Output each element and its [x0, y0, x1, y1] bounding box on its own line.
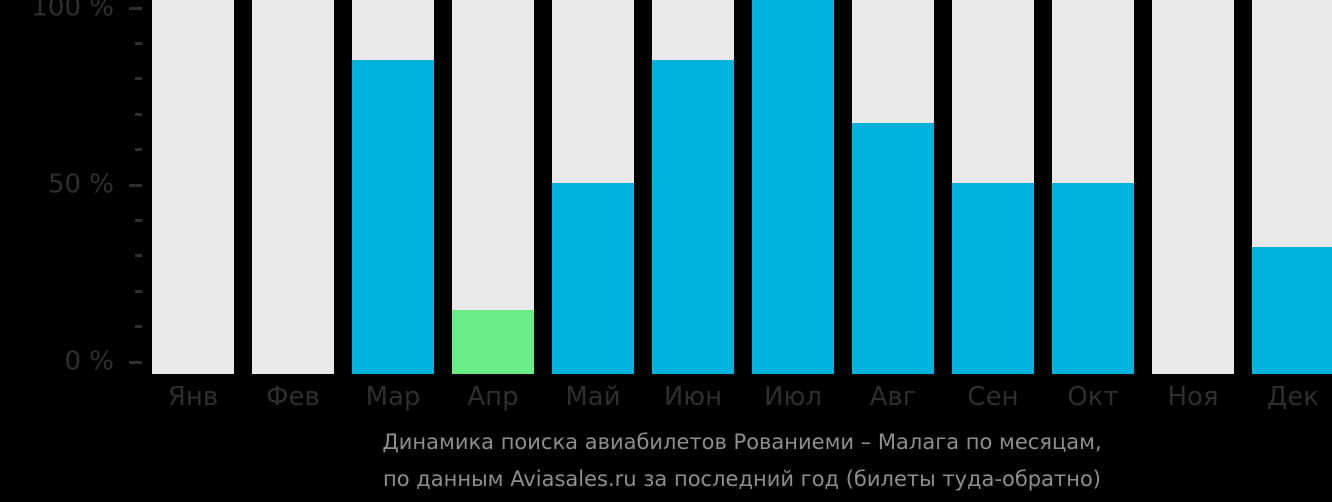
x-axis-label: Ноя [1167, 382, 1219, 412]
caption-line-1: Динамика поиска авиабилетов Рованиеми – … [382, 430, 1102, 454]
bar-column-5 [652, 0, 734, 374]
y-axis-label: 100 % [31, 0, 114, 23]
bar-column-11 [1252, 0, 1332, 374]
x-axis-label: Фев [266, 382, 320, 412]
x-axis-label: Авг [869, 382, 917, 412]
x-axis-label: Дек [1266, 382, 1319, 412]
bar-column-10 [1152, 0, 1234, 374]
bar-value [652, 60, 734, 374]
bar-column-4 [552, 0, 634, 374]
y-axis-tick-minor [135, 113, 142, 116]
chart-caption: Динамика поиска авиабилетов Рованиеми – … [152, 424, 1332, 498]
bar-track [252, 0, 334, 374]
bar-value [752, 0, 834, 374]
bar-column-2 [352, 0, 434, 374]
x-axis-label: Сен [967, 382, 1019, 412]
bar-track [152, 0, 234, 374]
y-axis: 100 % 50 % 0 % [0, 0, 152, 377]
bar-value [1052, 183, 1134, 374]
x-axis-label: Окт [1067, 382, 1119, 412]
x-axis-labels: Янв Фев Мар Апр Май Июн Июл Авг Сен Окт Ноя Дек [152, 381, 1332, 413]
x-axis-label: Апр [467, 382, 519, 412]
y-axis-tick-minor [135, 148, 142, 151]
plot-area [152, 0, 1332, 374]
bar-value-highlight [452, 310, 534, 374]
bar-column-9 [1052, 0, 1134, 374]
bar-column-8 [952, 0, 1034, 374]
x-axis-label: Июн [663, 382, 723, 412]
y-axis-tick-major [129, 184, 142, 187]
bar-column-3 [452, 0, 534, 374]
caption-line-2: по данным Aviasales.ru за последний год … [383, 467, 1101, 491]
x-axis-label: Янв [167, 382, 219, 412]
y-axis-tick-minor [135, 219, 142, 222]
x-axis-label: Мар [365, 382, 421, 412]
y-axis-tick-major [129, 361, 142, 364]
y-axis-label: 0 % [64, 346, 114, 377]
x-axis-label: Июл [764, 382, 822, 412]
bar-value [352, 60, 434, 374]
bar-track [1152, 0, 1234, 374]
y-axis-tick-minor [135, 77, 142, 80]
bar-value [552, 183, 634, 374]
y-axis-label: 50 % [47, 169, 114, 200]
y-axis-tick-minor [135, 42, 142, 45]
bar-column-6 [752, 0, 834, 374]
bar-column-0 [152, 0, 234, 374]
bar-column-7 [852, 0, 934, 374]
bar-column-1 [252, 0, 334, 374]
bar-value [852, 123, 934, 374]
x-axis-label: Май [565, 382, 621, 412]
y-axis-tick-major [129, 7, 142, 10]
bar-value [1252, 247, 1332, 374]
y-axis-tick-minor [135, 290, 142, 293]
y-axis-tick-minor [135, 325, 142, 328]
bar-value [952, 183, 1034, 374]
y-axis-tick-minor [135, 254, 142, 257]
